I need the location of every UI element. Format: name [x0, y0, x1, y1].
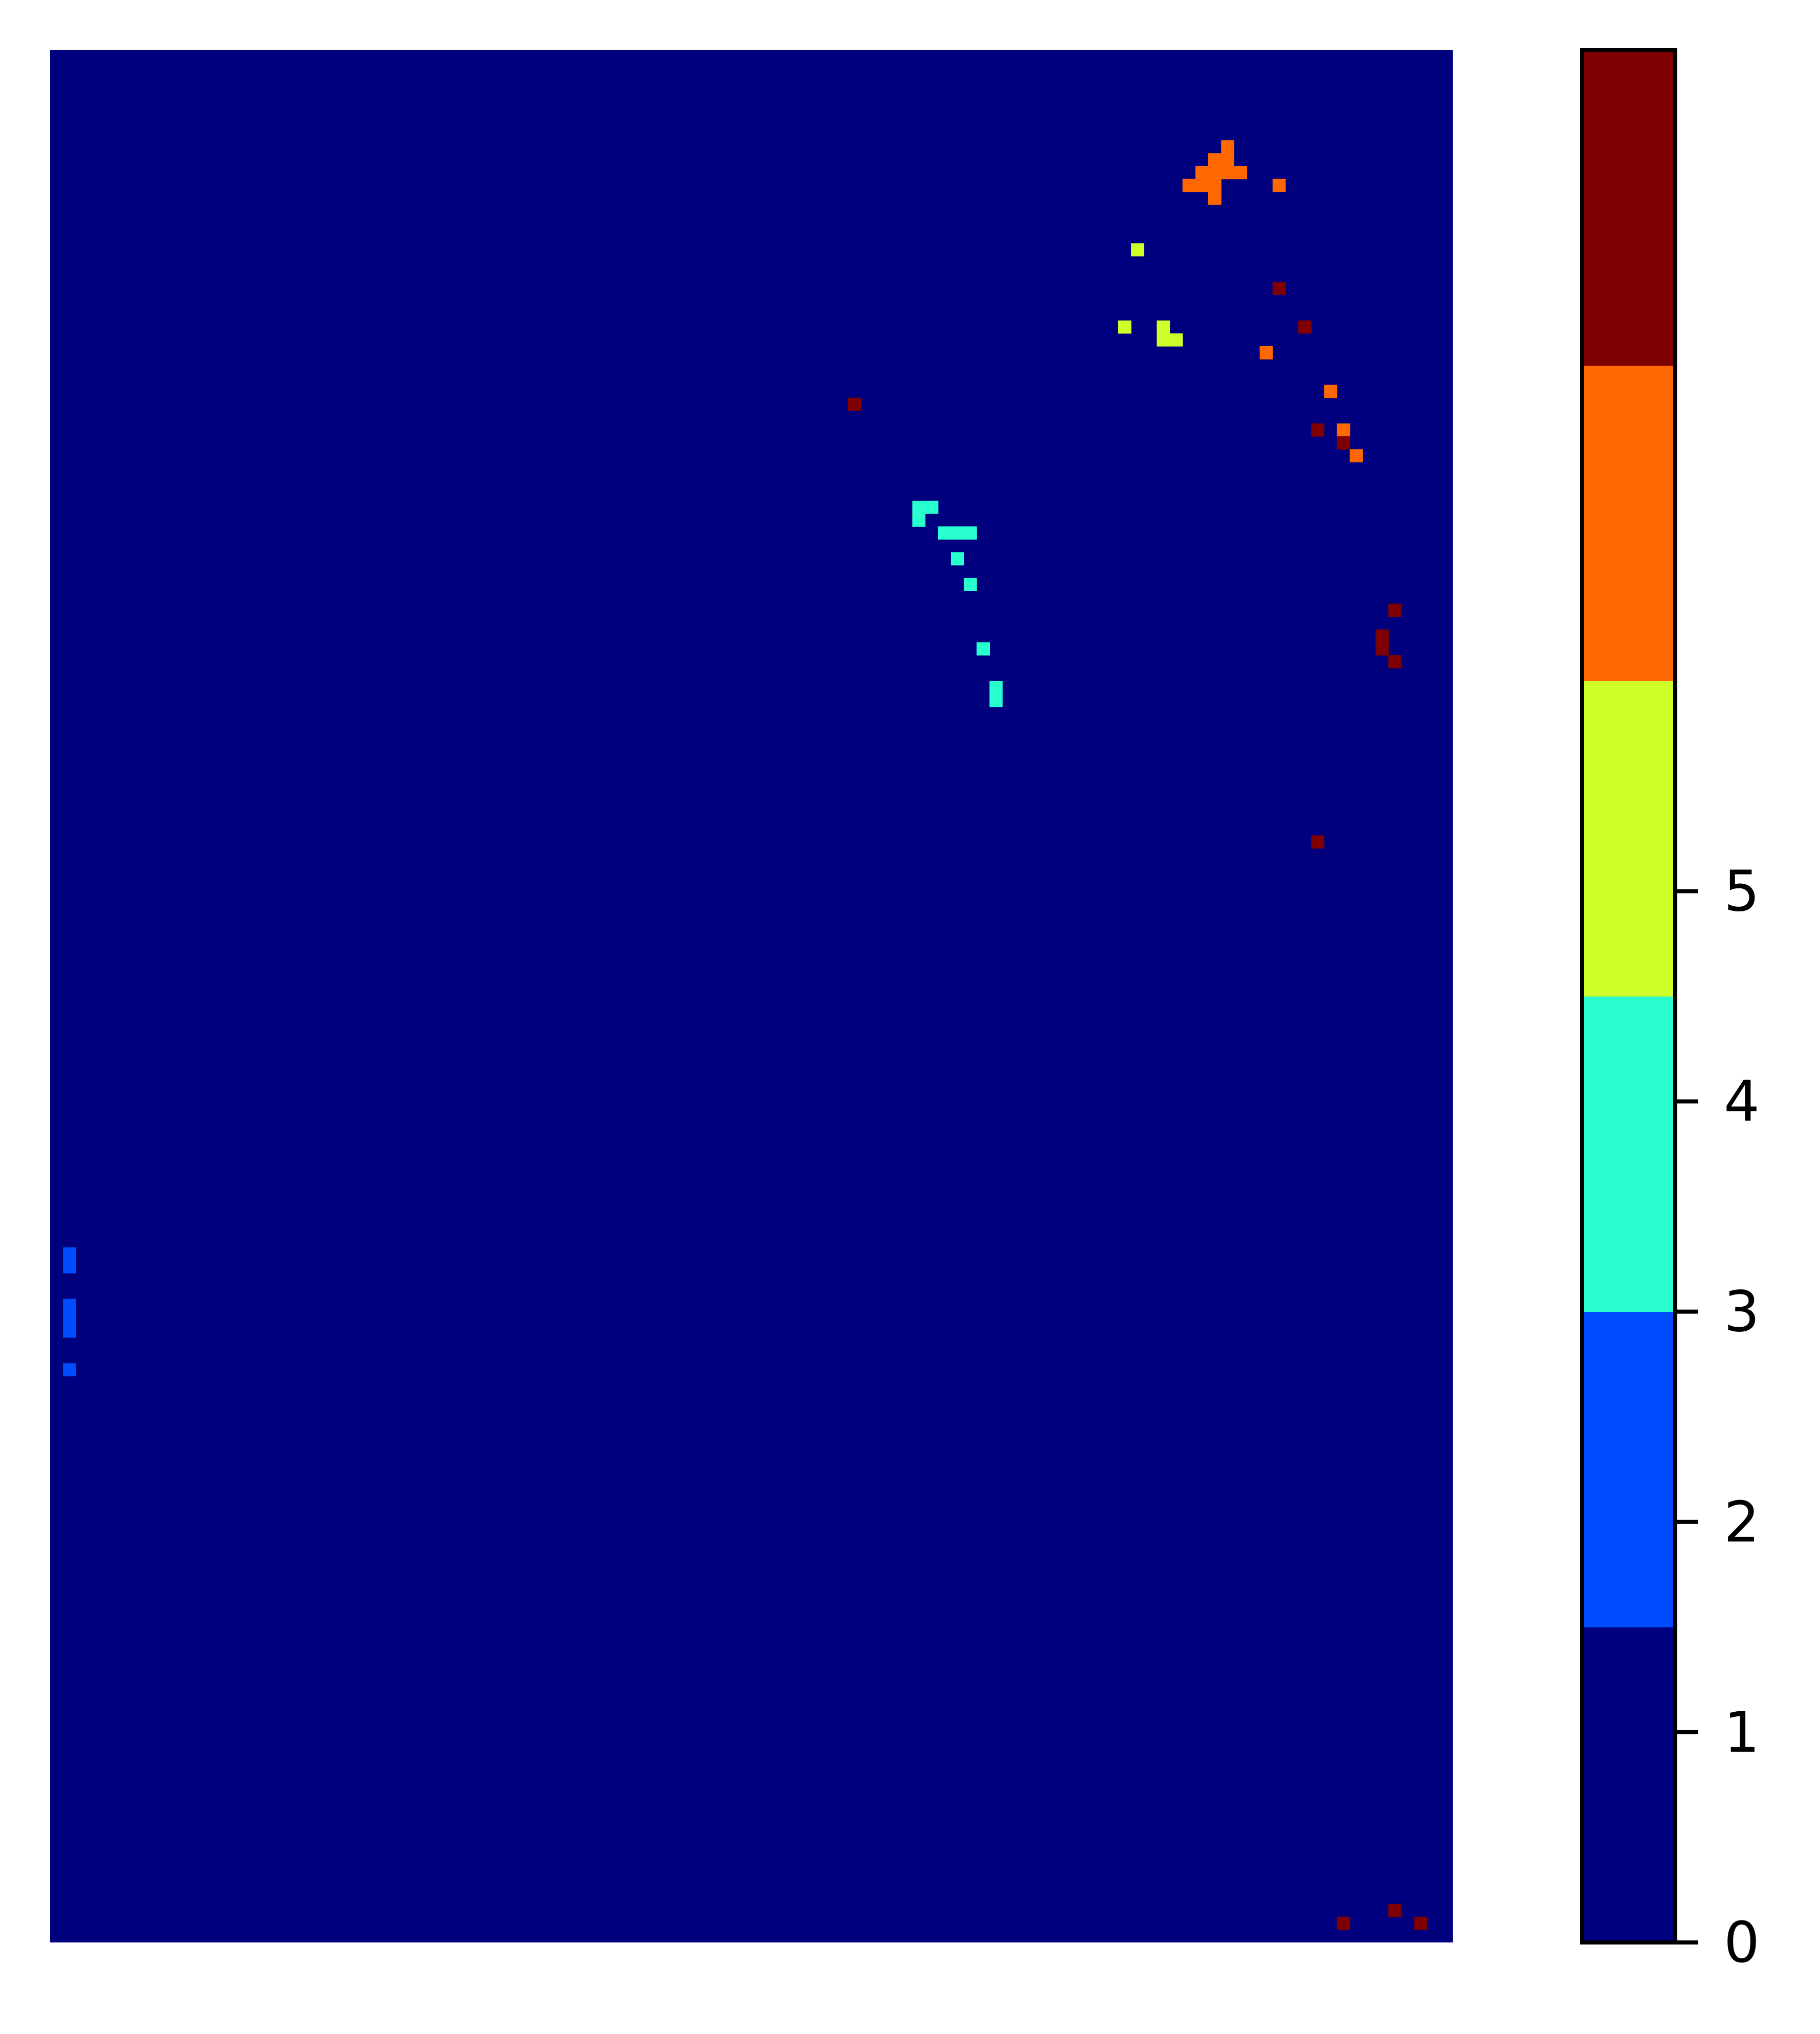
heatmap-cell: [1337, 423, 1350, 437]
colorbar-tick-label: 3: [1724, 1279, 1760, 1345]
heatmap-cell: [63, 1299, 76, 1312]
heatmap-cell: [1311, 423, 1325, 437]
heatmap-cell: [1324, 385, 1338, 398]
colorbar-frame: [1580, 48, 1677, 1944]
heatmap-cell: [1272, 178, 1286, 192]
colorbar-segment: [1582, 1311, 1675, 1627]
heatmap-cell: [1208, 191, 1222, 205]
heatmap-cell: [848, 397, 861, 411]
colorbar-segment: [1582, 1627, 1675, 1943]
colorbar-tick-label: 2: [1724, 1489, 1760, 1555]
heatmap-cell: [1414, 1916, 1428, 1930]
heatmap-cell: [1259, 346, 1273, 360]
heatmap-cell: [1131, 243, 1144, 257]
heatmap-cell: [1298, 320, 1312, 334]
heatmap-cell: [1375, 642, 1389, 656]
heatmap-cell: [1169, 333, 1183, 347]
heatmap-cell: [1337, 1916, 1350, 1930]
colorbar-tick-label: 0: [1724, 1910, 1760, 1975]
heatmap-cell: [964, 526, 977, 540]
heatmap-cell: [1118, 320, 1131, 334]
heatmap-cell: [1221, 153, 1234, 167]
colorbar-tick-label: 1: [1724, 1700, 1760, 1765]
heatmap-cell: [1388, 1904, 1402, 1917]
heatmap-cell: [1157, 333, 1170, 347]
heatmap-cell: [1208, 178, 1222, 192]
colorbar: 0 1 2 3 4 5: [1580, 48, 1760, 1975]
heatmap-cell: [1208, 166, 1222, 180]
heatmap-cell: [1157, 320, 1170, 334]
heatmap-cell: [1337, 436, 1350, 450]
colorbar-tick-label: 5: [1724, 858, 1760, 924]
heatmap-cell: [964, 577, 977, 591]
heatmap-cell: [63, 1247, 76, 1261]
heatmap-cell: [912, 500, 926, 514]
colorbar-tick-label: 4: [1724, 1069, 1760, 1134]
colorbar-segment: [1582, 365, 1675, 681]
heatmap-cell: [950, 526, 964, 540]
heatmap-cell: [1349, 449, 1363, 463]
colorbar-segment: [1582, 50, 1675, 366]
heatmap-cell: [925, 500, 939, 514]
heatmap-cell: [1234, 166, 1248, 180]
heatmap-cell: [1195, 178, 1209, 192]
heatmap-cell: [1272, 282, 1286, 295]
heatmap-cell: [1388, 604, 1402, 617]
heatmap-cell: [63, 1260, 76, 1273]
colorbar-segment: [1582, 681, 1675, 997]
heatmap-cell: [1208, 153, 1222, 167]
heatmap-cell: [63, 1311, 76, 1325]
heatmap-cell: [989, 694, 1003, 707]
heatmap-cell: [938, 526, 951, 540]
heatmap-cell: [1375, 629, 1389, 643]
heatmap-cell: [989, 681, 1003, 695]
heatmap-background: [50, 50, 1453, 1942]
heatmap-cell: [63, 1363, 76, 1377]
heatmap-cell: [950, 552, 964, 566]
heatmap-cell: [1221, 140, 1234, 153]
heatmap-cell: [63, 1324, 76, 1338]
heatmap-cell: [1195, 166, 1209, 180]
heatmap-cell: [1311, 835, 1325, 849]
colorbar-segment: [1582, 996, 1675, 1312]
heatmap-cell: [976, 642, 990, 656]
heatmap-cell: [912, 513, 926, 527]
heatmap-cell: [1221, 166, 1234, 180]
heatmap: [50, 50, 1453, 1942]
heatmap-cell: [1182, 178, 1196, 192]
heatmap-cell: [1388, 655, 1402, 668]
